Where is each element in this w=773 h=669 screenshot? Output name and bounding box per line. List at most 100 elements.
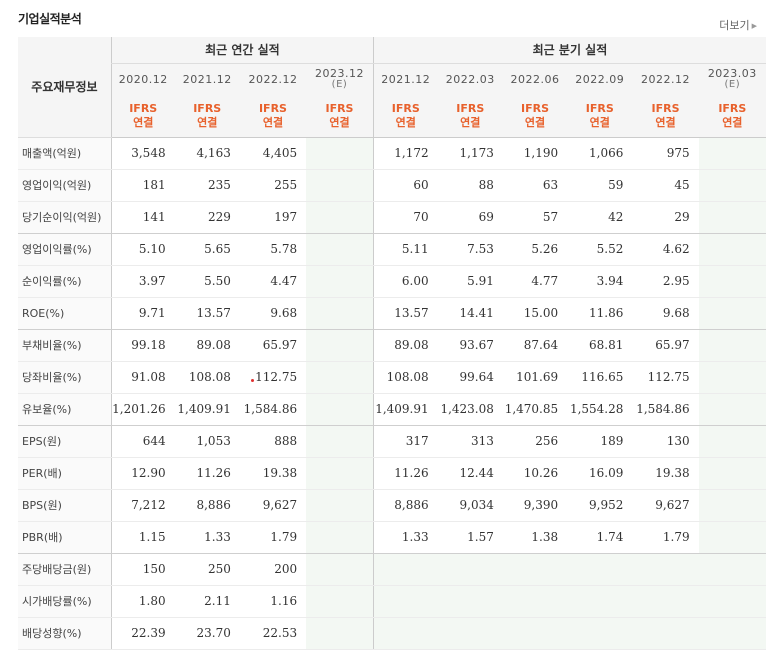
date-label: 2021.12 bbox=[182, 72, 232, 86]
quarterly-value-cell bbox=[698, 169, 766, 202]
ifrs-label: IFRS bbox=[718, 101, 747, 115]
quarterly-value-cell: 1.38 bbox=[502, 521, 568, 554]
quarterly-value-cell: 5.52 bbox=[567, 233, 633, 266]
row-label: 유보율(%) bbox=[18, 393, 112, 426]
quarterly-value-cell bbox=[437, 617, 503, 650]
ifrs-label: IFRS bbox=[193, 101, 222, 115]
row-label: BPS(원) bbox=[18, 489, 112, 522]
annual-value-cell bbox=[306, 585, 374, 618]
cell-value: 181 bbox=[142, 178, 166, 192]
consolidated-label: 연결 bbox=[524, 115, 546, 129]
date-label: 2022.09 bbox=[575, 72, 625, 86]
annual-value-cell: 255 bbox=[239, 169, 307, 202]
annual-value-cell: 1,201.26 bbox=[110, 393, 175, 426]
quarterly-value-cell: 1,409.91 bbox=[372, 393, 438, 426]
cell-value: 69 bbox=[478, 210, 494, 224]
annual-value-cell bbox=[306, 553, 374, 586]
more-label: 더보기 bbox=[719, 19, 750, 32]
cell-value: 1.74 bbox=[596, 530, 624, 544]
cell-value: 256 bbox=[535, 434, 559, 448]
annual-value-cell: 3.97 bbox=[110, 265, 175, 298]
annual-value-cell bbox=[306, 457, 374, 490]
cell-value: 6.00 bbox=[401, 274, 429, 288]
ifrs-label: IFRS bbox=[129, 101, 158, 115]
annual-value-cell: 150 bbox=[110, 553, 175, 586]
annual-value-cell: 141 bbox=[110, 201, 175, 234]
annual-value-cell: 11.26 bbox=[174, 457, 240, 490]
quarterly-value-cell: 5.11 bbox=[372, 233, 438, 266]
cell-value: 1,066 bbox=[589, 146, 624, 160]
cell-value: 101.69 bbox=[516, 370, 559, 384]
cell-value: 9.71 bbox=[138, 306, 166, 320]
quarterly-value-cell: 7.53 bbox=[437, 233, 503, 266]
quarterly-value-cell: 8,886 bbox=[372, 489, 438, 522]
annual-value-cell: 1.79 bbox=[239, 521, 307, 554]
cell-value: 1,053 bbox=[196, 434, 231, 448]
table-row: PBR(배) 1.15 1.33 1.79 1.33 1.57 1.38 1.74 1.79 bbox=[18, 521, 766, 554]
quarterly-value-cell: 9,034 bbox=[437, 489, 503, 522]
quarterly-value-cell: 87.64 bbox=[502, 329, 568, 362]
cell-value: 5.65 bbox=[204, 242, 231, 256]
annual-value-cell: 112.75 bbox=[239, 361, 307, 394]
quarterly-value-cell bbox=[632, 585, 699, 618]
quarterly-value-cell bbox=[698, 457, 766, 490]
quarterly-value-cell bbox=[698, 233, 766, 266]
quarterly-value-cell: 9.68 bbox=[632, 297, 699, 330]
annual-value-cell: 2.11 bbox=[174, 585, 240, 618]
cell-value: 11.86 bbox=[589, 306, 624, 320]
cell-value: 1.80 bbox=[138, 594, 166, 608]
estimate-marker: (E) bbox=[724, 79, 741, 91]
cell-value: 7,212 bbox=[131, 498, 166, 512]
date-label: 2022.12 bbox=[641, 72, 691, 86]
annual-value-cell: 8,886 bbox=[174, 489, 240, 522]
annual-value-cell: 1.15 bbox=[110, 521, 175, 554]
quarterly-value-cell bbox=[698, 201, 766, 234]
cell-value: 644 bbox=[142, 434, 166, 448]
ifrs-consolidated-badge: IFRS 연결 bbox=[437, 95, 503, 138]
cell-value: 888 bbox=[274, 434, 298, 448]
quarterly-value-cell: 11.26 bbox=[372, 457, 438, 490]
quarterly-value-cell: 45 bbox=[632, 169, 699, 202]
annual-value-cell: 1,584.86 bbox=[239, 393, 307, 426]
cell-value: 5.52 bbox=[596, 242, 624, 256]
quarterly-value-cell: 11.86 bbox=[567, 297, 633, 330]
quarterly-group-header: 최근 분기 실적 bbox=[372, 37, 766, 64]
annual-value-cell: 22.53 bbox=[239, 617, 307, 650]
more-link[interactable]: 더보기 ▶ bbox=[719, 17, 757, 33]
row-label: 주당배당금(원) bbox=[18, 553, 112, 586]
cell-value: 10.26 bbox=[523, 466, 559, 480]
cell-value: 9,952 bbox=[589, 498, 624, 512]
quarterly-value-cell bbox=[698, 553, 766, 586]
quarterly-value-cell: 12.44 bbox=[437, 457, 503, 490]
annual-value-cell: 23.70 bbox=[174, 617, 240, 650]
annual-value-cell: 181 bbox=[110, 169, 175, 202]
cell-value: 4,163 bbox=[196, 146, 231, 160]
quarterly-value-cell: 1,423.08 bbox=[437, 393, 503, 426]
cell-value: 1.57 bbox=[467, 530, 494, 544]
ifrs-label: IFRS bbox=[651, 101, 680, 115]
consolidated-label: 연결 bbox=[460, 115, 481, 129]
annual-value-cell: 99.18 bbox=[110, 329, 175, 362]
triangle-right-icon: ▶ bbox=[751, 22, 757, 30]
consolidated-label: 연결 bbox=[589, 115, 610, 129]
consolidated-label: 연결 bbox=[329, 115, 350, 129]
consolidated-label: 연결 bbox=[395, 115, 416, 129]
date-label: 2023.12 bbox=[314, 67, 364, 81]
row-label: 매출액(억원) bbox=[18, 137, 112, 170]
quarterly-value-cell: 88 bbox=[437, 169, 503, 202]
annual-value-cell: 229 bbox=[174, 201, 240, 234]
quarterly-value-cell bbox=[698, 489, 766, 522]
cell-value: 1,584.86 bbox=[243, 402, 298, 416]
ifrs-consolidated-badge: IFRS 연결 bbox=[632, 95, 699, 138]
annual-value-cell bbox=[306, 425, 374, 458]
quarterly-value-cell: 189 bbox=[567, 425, 633, 458]
cell-value: 89.08 bbox=[196, 338, 231, 352]
annual-value-cell bbox=[306, 233, 374, 266]
cell-value: 1,554.28 bbox=[569, 402, 624, 416]
annual-value-cell: 5.10 bbox=[110, 233, 175, 266]
quarterly-value-cell: 108.08 bbox=[372, 361, 438, 394]
quarterly-value-cell: 1,554.28 bbox=[567, 393, 633, 426]
quarterly-date-header: 2022.12 bbox=[632, 63, 699, 95]
annual-value-cell bbox=[306, 137, 374, 170]
annual-value-cell: 12.90 bbox=[110, 457, 175, 490]
